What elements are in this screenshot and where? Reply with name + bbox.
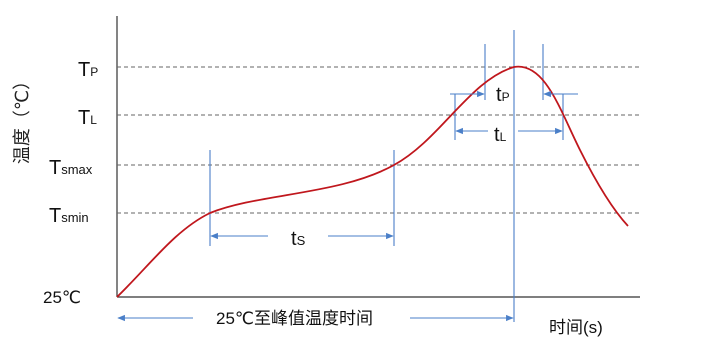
tl-interval-label: tL [494, 124, 507, 146]
tsmax-label: Tsmax [49, 157, 93, 179]
reflow-temperature-curve [116, 65, 629, 298]
x-axis-label: 时间(s) [549, 318, 603, 337]
ts-label: tS [291, 228, 306, 250]
tp-interval-label: tP [496, 84, 510, 106]
to-peak-label: 25℃至峰值温度时间 [216, 309, 373, 328]
tp-label: TP [78, 59, 98, 81]
y-axis-label: 温度（℃） [12, 72, 33, 164]
start-temp-label: 25℃ [43, 288, 81, 307]
tsmin-label: Tsmin [49, 205, 89, 227]
tl-label: TL [78, 107, 97, 129]
